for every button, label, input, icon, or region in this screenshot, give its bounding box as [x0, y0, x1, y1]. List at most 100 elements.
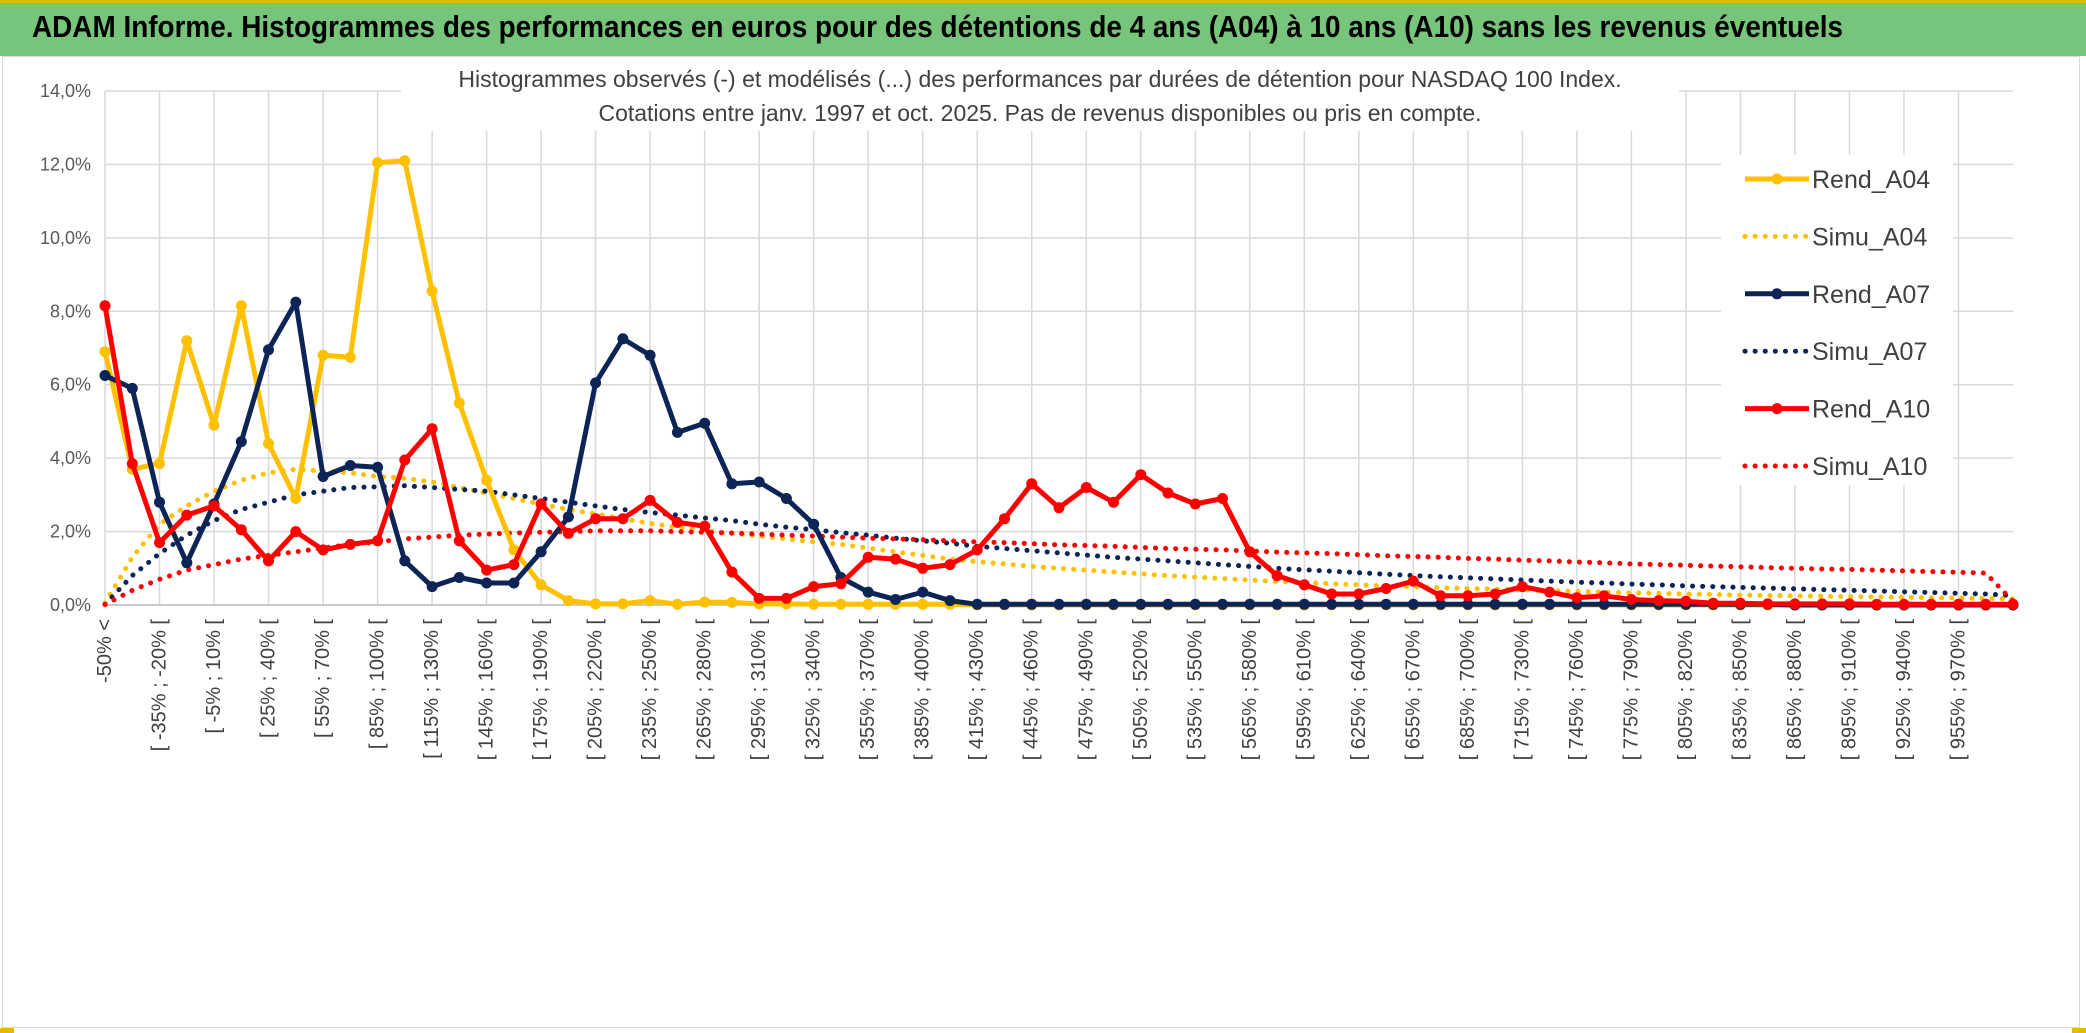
- data-point-rend-a07: [1271, 598, 1283, 610]
- x-tick-label: [ 895% ; 910% [: [1838, 619, 1860, 761]
- x-tick-label: [ 25% ; 40% [: [258, 619, 280, 738]
- data-point-rend-a10: [590, 513, 602, 525]
- data-point-rend-a07: [1489, 598, 1501, 610]
- data-point-rend-a07: [1080, 598, 1092, 610]
- data-point-rend-a07: [1598, 598, 1610, 610]
- data-point-rend-a10: [1571, 592, 1583, 604]
- data-point-rend-a07: [1244, 598, 1256, 610]
- data-point-rend-a04: [481, 474, 493, 486]
- legend-marker-dot-rend-a04: [1771, 173, 1783, 185]
- data-point-rend-a10: [1271, 570, 1283, 582]
- y-tick-label: 10,0%: [40, 228, 91, 248]
- data-point-rend-a10: [1244, 546, 1256, 558]
- series-line-simu-a10: [102, 528, 2016, 608]
- data-point-rend-a10: [1135, 469, 1147, 481]
- data-point-rend-a10: [290, 526, 302, 538]
- data-point-rend-a07: [971, 598, 983, 610]
- title-bar: ADAM Informe. Histogrammes des performan…: [0, 0, 2086, 56]
- data-point-rend-a07: [1380, 598, 1392, 610]
- x-tick-label: [ 55% ; 70% [: [312, 619, 334, 738]
- data-point-rend-a10: [1789, 598, 1801, 610]
- data-point-rend-a10: [1844, 598, 1855, 610]
- data-point-rend-a04: [590, 598, 602, 610]
- y-tick-label: 6,0%: [50, 375, 91, 395]
- data-point-rend-a07: [154, 496, 165, 508]
- data-point-rend-a10: [1326, 588, 1338, 600]
- data-point-rend-a10: [372, 535, 384, 547]
- data-point-rend-a10: [808, 581, 820, 593]
- series-line-simu-a04: [102, 466, 2016, 606]
- data-point-rend-a07: [1026, 598, 1038, 610]
- data-point-rend-a07: [590, 377, 602, 389]
- data-point-rend-a07: [617, 333, 629, 345]
- legend-label-rend-a07: Rend_A07: [1812, 281, 1930, 309]
- data-point-rend-a07: [1462, 598, 1474, 610]
- data-point-rend-a10: [453, 535, 465, 547]
- chart-title-background: [401, 61, 1679, 131]
- data-point-rend-a10: [154, 537, 165, 549]
- data-point-rend-a04: [208, 419, 220, 431]
- data-point-rend-a07: [535, 546, 547, 558]
- data-point-rend-a07: [181, 557, 193, 569]
- corner-decoration: [2072, 1028, 2086, 1033]
- data-point-rend-a10: [1680, 595, 1692, 607]
- data-point-rend-a10: [726, 566, 738, 578]
- x-tick-label: [ 955% ; 970% [: [1947, 619, 1969, 761]
- data-point-rend-a07: [1108, 598, 1119, 610]
- legend-background: [1721, 155, 1953, 485]
- data-point-rend-a10: [1217, 493, 1228, 504]
- data-point-rend-a10: [1980, 598, 1992, 610]
- x-tick-label: [ 505% ; 520% [: [1130, 619, 1152, 761]
- data-point-rend-a10: [780, 592, 792, 604]
- data-point-rend-a04: [426, 285, 438, 297]
- x-tick-label: [ 145% ; 160% [: [476, 619, 498, 761]
- histogram-line-chart: 0,0% 2,0% 4,0% 6,0% 8,0% 10,0% 12,0% 14,0% -50% …: [40, 61, 2019, 761]
- x-tick-label: [ 595% ; 610% [: [1293, 619, 1315, 761]
- data-point-rend-a07: [317, 471, 329, 482]
- data-point-rend-a10: [399, 454, 411, 466]
- data-point-rend-a10: [944, 559, 956, 571]
- data-point-rend-a10: [1189, 498, 1201, 510]
- y-tick-label: 0,0%: [50, 595, 91, 615]
- data-point-rend-a04: [290, 493, 302, 504]
- x-tick-label: [ 295% ; 310% [: [748, 619, 770, 761]
- data-point-rend-a07: [1516, 598, 1528, 610]
- data-point-rend-a04: [453, 397, 465, 409]
- x-tick-label: [ 655% ; 670% [: [1402, 619, 1424, 761]
- data-point-rend-a10: [1734, 597, 1746, 609]
- y-tick-label: 4,0%: [50, 448, 91, 468]
- chart-title-line2: Cotations entre janv. 1997 et oct. 2025.…: [598, 100, 1481, 126]
- data-point-rend-a07: [671, 426, 683, 438]
- data-point-rend-a07: [753, 476, 765, 488]
- data-point-rend-a07: [780, 493, 792, 504]
- data-point-rend-a04: [617, 598, 629, 610]
- x-tick-label: [ 205% ; 220% [: [585, 619, 607, 761]
- data-point-rend-a10: [1516, 581, 1528, 593]
- data-point-rend-a07: [1544, 598, 1556, 610]
- data-point-rend-a10: [535, 498, 547, 510]
- data-point-rend-a07: [290, 296, 302, 308]
- data-point-rend-a04: [181, 335, 193, 347]
- data-point-rend-a04: [235, 300, 247, 312]
- data-point-rend-a10: [1544, 586, 1556, 598]
- data-point-rend-a04: [862, 598, 874, 610]
- data-point-rend-a07: [99, 370, 111, 381]
- x-tick-label: [ 235% ; 250% [: [639, 619, 661, 761]
- x-tick-label: [ 415% ; 430% [: [966, 619, 988, 761]
- data-point-rend-a10: [862, 551, 874, 563]
- x-tick-label: [ 925% ; 940% [: [1893, 619, 1915, 761]
- x-tick-label: -50% <: [94, 619, 116, 683]
- data-point-rend-a07: [263, 344, 274, 356]
- data-point-rend-a10: [208, 500, 220, 512]
- data-point-rend-a10: [1653, 595, 1665, 607]
- x-tick-label: [ 385% ; 400% [: [912, 619, 934, 761]
- data-point-rend-a10: [1298, 579, 1310, 591]
- data-point-rend-a07: [372, 461, 384, 473]
- data-point-rend-a07: [426, 581, 438, 593]
- data-point-rend-a10: [99, 300, 111, 312]
- x-tick-label: [ 355% ; 370% [: [857, 619, 879, 761]
- x-tick-label: [ -5% ; 10% [: [203, 619, 225, 734]
- legend-label-simu-a04: Simu_A04: [1812, 223, 1927, 251]
- x-tick-label: [ 685% ; 700% [: [1457, 619, 1479, 761]
- data-point-rend-a07: [999, 598, 1010, 610]
